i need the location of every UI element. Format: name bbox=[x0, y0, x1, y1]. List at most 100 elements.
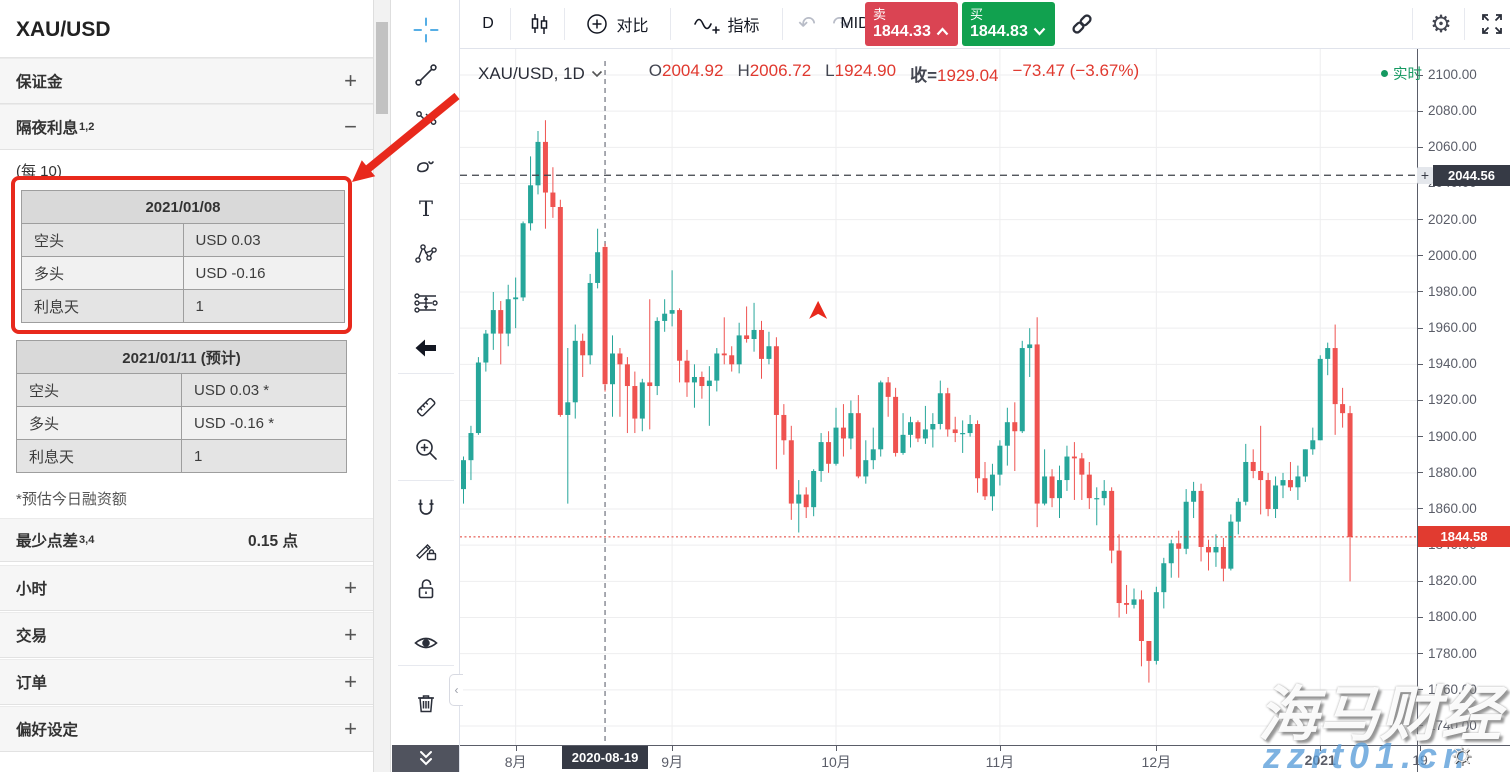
section-trading[interactable]: 交易 + bbox=[0, 612, 373, 658]
toolbar-collapse-button[interactable] bbox=[392, 745, 459, 772]
axis-corner-line bbox=[1417, 745, 1418, 772]
change-value: −73.47 (−3.67%) bbox=[1012, 61, 1140, 80]
price-tick-label: 1780.00 bbox=[1428, 645, 1477, 661]
realtime-dot-icon bbox=[1381, 70, 1388, 77]
price-tick-label: 2020.00 bbox=[1428, 211, 1477, 227]
price-tick bbox=[1418, 508, 1423, 510]
text-tool-button[interactable]: T bbox=[407, 190, 445, 228]
section-orders[interactable]: 订单 + bbox=[0, 659, 373, 705]
table-row: 利息天 1 bbox=[16, 439, 347, 473]
long-short-position-icon bbox=[413, 293, 438, 313]
link-icon bbox=[1072, 14, 1092, 34]
add-alert-plus-icon[interactable]: + bbox=[1417, 166, 1433, 184]
minus-icon[interactable]: − bbox=[344, 114, 357, 139]
trash-icon bbox=[417, 695, 434, 713]
divider bbox=[398, 373, 454, 374]
divider bbox=[510, 8, 511, 40]
sell-price: 1844.33 bbox=[873, 23, 931, 40]
arrow-marker-tool-button[interactable] bbox=[407, 329, 445, 367]
section-margin-label: 保证金 bbox=[16, 74, 63, 91]
sidebar-scrollbar[interactable]: ▲ ▼ bbox=[373, 0, 761, 772]
gann-fib-icon bbox=[415, 111, 436, 125]
brush-icon bbox=[416, 161, 434, 173]
price-axis[interactable]: 2100.002080.002060.002040.002020.002000.… bbox=[1417, 49, 1510, 745]
remove-all-drawings-button[interactable] bbox=[407, 684, 445, 722]
sell-button[interactable]: 卖 1844.33 bbox=[865, 2, 958, 46]
magnet-mode-button[interactable] bbox=[407, 490, 445, 528]
instrument-info-sidebar: XAU/USD 保证金 + 隔夜利息 1,2 − (每 10) 2021/01/0… bbox=[0, 0, 373, 772]
price-tick-label: 1920.00 bbox=[1428, 392, 1477, 408]
price-tick-label: 1900.00 bbox=[1428, 428, 1477, 444]
plus-icon[interactable]: + bbox=[344, 716, 357, 741]
svg-text:T: T bbox=[418, 197, 432, 221]
table-row: 多头 USD -0.16 bbox=[21, 256, 345, 290]
section-overnight-interest[interactable]: 隔夜利息 1,2 − bbox=[0, 104, 373, 150]
fullscreen-button[interactable] bbox=[1470, 0, 1510, 48]
price-tick bbox=[1418, 74, 1423, 76]
per-lot-label: (每 10) bbox=[16, 163, 62, 180]
xabcd-pattern-icon bbox=[414, 244, 437, 263]
zoom-in-tool-button[interactable] bbox=[407, 430, 445, 468]
undo-button[interactable]: ↶ bbox=[798, 12, 816, 36]
chevron-down-icon[interactable] bbox=[591, 70, 603, 78]
hide-all-drawings-button[interactable] bbox=[407, 624, 445, 662]
trend-line-tool-button[interactable] bbox=[407, 56, 445, 94]
section-hours[interactable]: 小时 + bbox=[0, 565, 373, 611]
double-chevron-down-icon bbox=[419, 750, 432, 765]
brush-tool-button[interactable] bbox=[407, 146, 445, 184]
chart-settings-button[interactable]: ⚙ bbox=[1430, 10, 1452, 38]
crosshair-tool-button[interactable] bbox=[407, 11, 445, 49]
price-tick-label: 1880.00 bbox=[1428, 464, 1477, 480]
pattern-tool-button[interactable] bbox=[407, 235, 445, 273]
position-tool-button[interactable] bbox=[407, 284, 445, 322]
price-tick-label: 1820.00 bbox=[1428, 573, 1477, 589]
min-spread-row: 最少点差 3,4 0.15 点 bbox=[0, 518, 373, 562]
overnight-interest-table-forecast: 2021/01/11 (预计) 空头 USD 0.03 * 多头 USD -0.16… bbox=[16, 340, 347, 473]
chart-style-button[interactable] bbox=[518, 0, 560, 48]
section-margin[interactable]: 保证金 + bbox=[0, 58, 373, 104]
gann-fib-tool-button[interactable] bbox=[407, 100, 445, 138]
section-preferences[interactable]: 偏好设定 + bbox=[0, 706, 373, 752]
buy-label: 买 bbox=[970, 7, 984, 22]
chart-top-toolbar: D 对比 bbox=[460, 0, 1510, 49]
price-tick-label: 2080.00 bbox=[1428, 103, 1477, 119]
divider bbox=[1464, 8, 1465, 40]
indicators-icon bbox=[694, 18, 721, 34]
measure-tool-button[interactable] bbox=[407, 388, 445, 426]
close-value: 1929.04 bbox=[937, 66, 999, 85]
redo-button[interactable]: ↷ bbox=[832, 12, 850, 36]
mid-price-type[interactable]: MID bbox=[840, 15, 870, 32]
plus-icon[interactable]: + bbox=[344, 68, 357, 93]
footnote-superscript: 3,4 bbox=[79, 534, 95, 546]
panel-collapse-handle[interactable]: ‹ bbox=[449, 674, 463, 706]
time-tick-label: 2021 bbox=[1304, 752, 1336, 768]
price-tick-label: 2060.00 bbox=[1428, 139, 1477, 155]
sidebar-scrollbar-thumb[interactable] bbox=[376, 22, 388, 114]
copy-link-button[interactable] bbox=[1060, 0, 1104, 48]
plus-icon[interactable]: + bbox=[344, 575, 357, 600]
plus-icon[interactable]: + bbox=[344, 622, 357, 647]
interval-button[interactable]: D bbox=[482, 15, 494, 32]
candlestick-chart[interactable] bbox=[460, 49, 1417, 745]
plus-icon[interactable]: + bbox=[344, 669, 357, 694]
estimate-footnote: *预估今日融资额 bbox=[16, 491, 127, 508]
crosshair-icon bbox=[413, 17, 438, 43]
stay-drawing-mode-button[interactable] bbox=[407, 532, 445, 570]
indicators-button[interactable]: 指标 bbox=[678, 0, 774, 48]
buy-button[interactable]: 买 1844.83 bbox=[962, 2, 1055, 46]
divider bbox=[1412, 8, 1413, 40]
time-tick-label: 11月 bbox=[985, 754, 1015, 770]
compare-button[interactable]: 对比 bbox=[572, 0, 662, 48]
chevron-down-icon bbox=[1033, 27, 1046, 36]
price-tick bbox=[1418, 689, 1423, 691]
price-tick bbox=[1418, 146, 1423, 148]
price-tick bbox=[1418, 472, 1423, 474]
pencil-lock-icon bbox=[415, 544, 436, 561]
price-tick bbox=[1418, 255, 1423, 257]
candlestick-chart-icon bbox=[531, 14, 548, 34]
lock-all-drawings-button[interactable] bbox=[407, 570, 445, 608]
price-tick bbox=[1418, 399, 1423, 401]
high-value: 2006.72 bbox=[749, 61, 812, 80]
legend-symbol[interactable]: XAU/USD, 1D bbox=[478, 63, 585, 83]
